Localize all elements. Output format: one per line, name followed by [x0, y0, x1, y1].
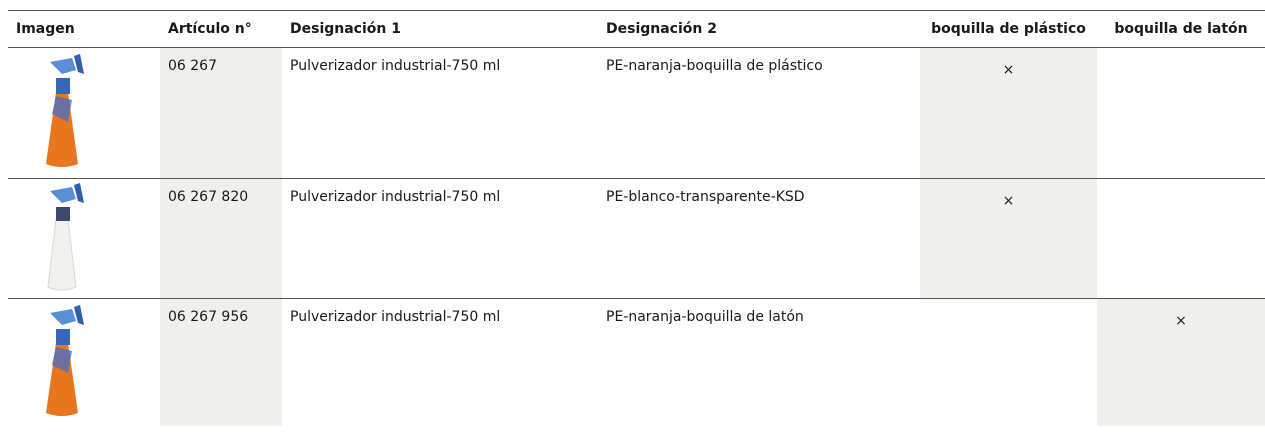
article-cell: 06 267 820: [160, 178, 282, 299]
designation-2-cell: PE-naranja-boquilla de latón: [606, 309, 804, 325]
header-cell: Artículo n°: [160, 10, 282, 48]
image-cell: [8, 299, 160, 426]
product-table: Imagen Artículo n° Designación 1 Designa…: [8, 10, 1265, 426]
header-cell: Designación 2: [598, 10, 920, 48]
header-cell: boquilla de latón: [1097, 10, 1265, 48]
brass-nozzle-cell: ×: [1097, 298, 1265, 426]
designation-1-cell: Pulverizador industrial-750 ml: [282, 47, 598, 179]
header-cell: Designación 1: [282, 10, 598, 48]
bottle-image: [47, 183, 84, 291]
row: 06 267 956 Pulverizador industrial-750 m…: [8, 298, 1265, 426]
bottle-image: [46, 305, 84, 416]
header-cell: boquilla de plástico: [920, 10, 1097, 48]
header-cell: Imagen: [8, 10, 160, 48]
image-cell: [8, 178, 160, 299]
brass-nozzle-cell: [1097, 178, 1265, 299]
designation-1-cell: Pulverizador industrial-750 ml: [290, 309, 501, 325]
designation-1-cell: Pulverizador industrial-750 ml: [282, 178, 598, 299]
plastic-nozzle-cell: ×: [920, 47, 1097, 179]
designation-2-cell: PE-blanco-transparente-KSD: [598, 178, 920, 299]
bottle-image: [46, 54, 84, 167]
row: 06 267 Pulverizador industrial-750 ml PE…: [8, 47, 1265, 179]
designation-2-cell: PE-naranja-boquilla de plástico: [598, 47, 920, 179]
article-cell: 06 267 956: [160, 298, 282, 426]
row: 06 267 820 Pulverizador industrial-750 m…: [8, 178, 1265, 299]
article-cell: 06 267: [160, 47, 282, 179]
page: {"table": { "header": ["Imagen", "Artícu…: [0, 10, 1265, 435]
header-row: Imagen Artículo n° Designación 1 Designa…: [8, 10, 1265, 48]
plastic-nozzle-cell: ×: [920, 178, 1097, 299]
plastic-nozzle-cell: [920, 299, 1097, 426]
image-cell: [8, 47, 160, 179]
brass-nozzle-cell: [1097, 47, 1265, 179]
